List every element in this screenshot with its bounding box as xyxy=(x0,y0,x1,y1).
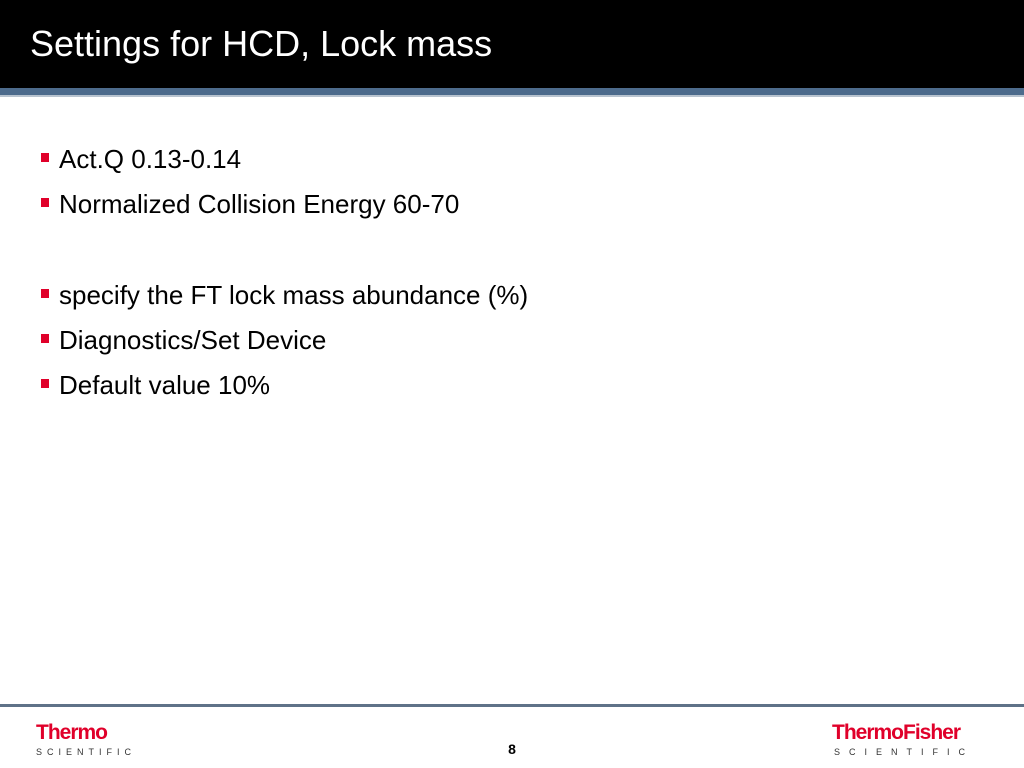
bullet-square-icon xyxy=(41,334,49,343)
logo-subtitle: SCIENTIFIC xyxy=(36,747,137,757)
bullet-square-icon xyxy=(41,198,49,207)
bullet-item: Default value 10% xyxy=(38,365,528,410)
bullet-item: Diagnostics/Set Device xyxy=(38,320,528,365)
bullet-text: Default value 10% xyxy=(59,370,271,400)
bullet-text: Normalized Collision Energy 60-70 xyxy=(59,189,460,219)
page-number: 8 xyxy=(508,741,516,757)
thermo-scientific-logo: Thermo SCIENTIFIC xyxy=(36,722,136,758)
bullet-text: Act.Q 0.13-0.14 xyxy=(59,144,242,174)
bullet-item: Normalized Collision Energy 60-70 xyxy=(38,184,528,229)
bullet-text: specify the FT lock mass abundance (%) xyxy=(59,280,529,310)
bullet-item: Act.Q 0.13-0.14 xyxy=(38,139,528,184)
bullet-square-icon xyxy=(41,379,49,388)
title-bar: Settings for HCD, Lock mass xyxy=(0,0,1024,88)
logo-wordmark: ThermoFisher xyxy=(832,721,961,744)
title-divider xyxy=(0,88,1024,95)
footer-divider xyxy=(0,704,1024,707)
bullet-item: specify the FT lock mass abundance (%) xyxy=(38,275,528,320)
title-divider-shadow xyxy=(0,95,1024,97)
bullet-square-icon xyxy=(41,153,49,162)
bullet-square-icon xyxy=(41,289,49,298)
bullet-list: Act.Q 0.13-0.14 Normalized Collision Ene… xyxy=(38,139,528,410)
slide-title: Settings for HCD, Lock mass xyxy=(30,23,493,64)
logo-subtitle: SCIENTIFIC xyxy=(834,747,975,757)
bullet-text: Diagnostics/Set Device xyxy=(59,325,327,355)
logo-wordmark: Thermo xyxy=(36,721,108,744)
thermo-fisher-scientific-logo: ThermoFisher SCIENTIFIC xyxy=(832,722,982,758)
